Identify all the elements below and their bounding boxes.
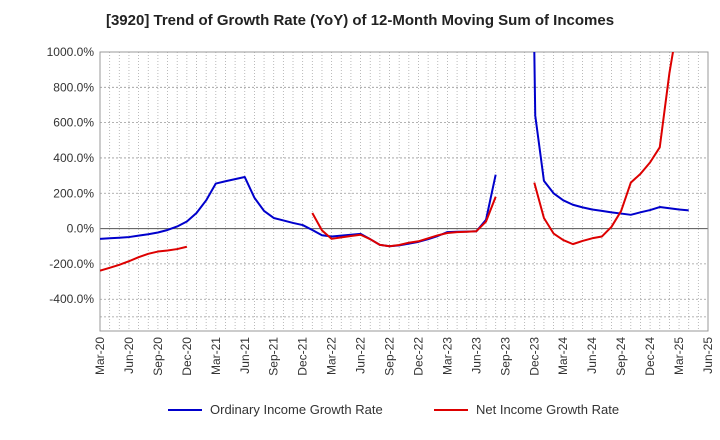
series-line-ordinary-segment-2 — [533, 52, 689, 216]
x-tick-label: Jun-22 — [354, 337, 368, 374]
x-tick-label: Mar-21 — [209, 337, 223, 375]
y-tick-label: -400.0% — [49, 292, 94, 306]
x-tick-label: Mar-22 — [325, 337, 339, 375]
x-tick-label: Sep-23 — [498, 337, 512, 376]
y-tick-label: 400.0% — [53, 151, 94, 165]
series-line-net-segment-1 — [100, 245, 188, 272]
x-tick-label: Dec-21 — [296, 337, 310, 376]
x-tick-label: Mar-24 — [556, 337, 570, 375]
y-tick-label: 200.0% — [53, 186, 94, 200]
x-tick-label: Dec-20 — [180, 337, 194, 376]
y-tick-label: 1000.0% — [47, 45, 95, 59]
legend: Ordinary Income Growth Rate Net Income G… — [0, 402, 720, 426]
legend-item-ordinary: Ordinary Income Growth Rate — [168, 402, 383, 417]
tick-label-layer: 1000.0% 800.0% 600.0% 400.0% 200.0% 0.0% -200.… — [47, 45, 715, 376]
legend-item-net: Net Income Growth Rate — [434, 402, 619, 417]
x-tick-label: Jun-25 — [701, 337, 715, 374]
x-tick-label: Sep-21 — [267, 337, 281, 376]
legend-label-net: Net Income Growth Rate — [476, 402, 620, 417]
chart-title: [3920] Trend of Growth Rate (YoY) of 12-… — [105, 12, 615, 29]
x-tick-label: Jun-23 — [469, 337, 483, 374]
x-tick-label: Jun-20 — [122, 337, 136, 374]
x-tick-label: Dec-24 — [643, 337, 657, 376]
plot-frame — [99, 51, 709, 332]
x-tick-label: Dec-23 — [527, 337, 541, 376]
x-tick-label: Sep-20 — [151, 337, 165, 376]
axis-layer — [99, 51, 709, 332]
x-tick-label: Jun-24 — [585, 337, 599, 374]
x-tick-label: Sep-22 — [383, 337, 397, 376]
x-tick-label: Mar-20 — [93, 337, 107, 375]
y-tick-label: -200.0% — [49, 257, 94, 271]
x-tick-label: Mar-25 — [672, 337, 686, 375]
x-tick-label: Jun-21 — [238, 337, 252, 374]
legend-swatch-net — [434, 408, 468, 411]
x-tick-label: Sep-24 — [614, 337, 628, 376]
y-tick-label: 0.0% — [67, 222, 95, 236]
legend-swatch-ordinary — [168, 408, 202, 411]
x-tick-label: Mar-23 — [440, 337, 454, 375]
series-layer — [100, 52, 689, 272]
grid-layer — [100, 51, 708, 331]
y-tick-label: 600.0% — [53, 116, 94, 130]
x-tick-label: Dec-22 — [411, 337, 425, 376]
series-line-net-segment-2 — [311, 196, 497, 248]
y-tick-label: 800.0% — [53, 80, 94, 94]
legend-label-ordinary: Ordinary Income Growth Rate — [210, 402, 383, 417]
series-line-net-segment-3 — [533, 52, 674, 246]
